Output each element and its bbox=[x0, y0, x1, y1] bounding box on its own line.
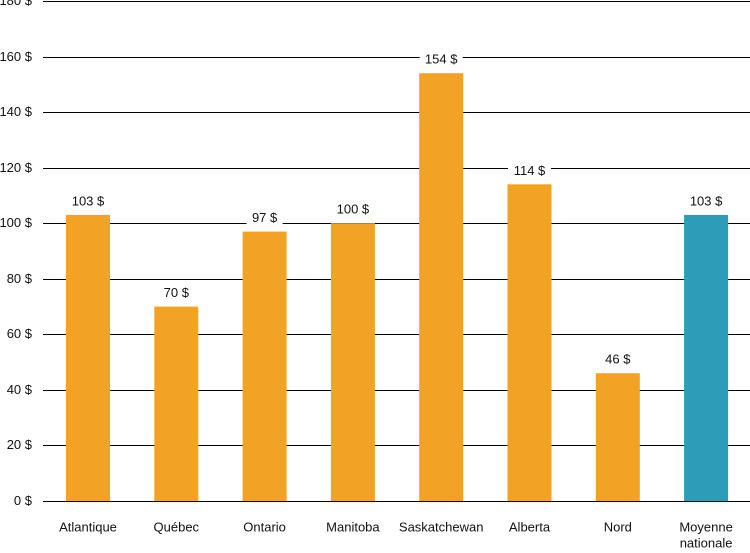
y-tick-label: 120 $ bbox=[0, 160, 33, 175]
value-label-background bbox=[158, 284, 195, 303]
bars bbox=[66, 73, 729, 502]
y-tick-label: 140 $ bbox=[0, 104, 33, 119]
value-label-background bbox=[66, 192, 110, 211]
bar-atlantique bbox=[66, 214, 110, 501]
category-label: Ontario bbox=[243, 519, 286, 534]
bar-value-label: 46 $ bbox=[605, 352, 631, 367]
category-label: Alberta bbox=[509, 519, 551, 534]
value-label-background bbox=[599, 351, 636, 370]
category-label: Manitoba bbox=[326, 519, 380, 534]
y-tick-label: 160 $ bbox=[0, 49, 33, 64]
bar-value-label: 103 $ bbox=[72, 193, 105, 208]
category-label: Québec bbox=[154, 519, 200, 534]
category-label: Moyenne bbox=[679, 519, 732, 534]
bar-value-label: 100 $ bbox=[337, 202, 370, 217]
value-label-background bbox=[331, 201, 375, 220]
bar-value-label: 154 $ bbox=[425, 52, 458, 67]
bar-québec bbox=[154, 306, 199, 501]
bar-value-label: 97 $ bbox=[252, 210, 278, 225]
bar-value-label: 103 $ bbox=[690, 193, 723, 208]
value-label-background bbox=[246, 209, 283, 228]
category-label: nationale bbox=[680, 535, 733, 550]
bar-nord bbox=[595, 373, 640, 501]
category-label: Atlantique bbox=[59, 519, 117, 534]
bar-value-label: 114 $ bbox=[514, 163, 546, 178]
value-label-background bbox=[419, 51, 463, 70]
value-label-background bbox=[684, 192, 728, 211]
category-label: Saskatchewan bbox=[399, 519, 484, 534]
bar-saskatchewan bbox=[419, 73, 464, 501]
bar-manitoba bbox=[330, 223, 375, 501]
y-tick-label: 80 $ bbox=[7, 271, 33, 286]
y-tick-label: 0 $ bbox=[14, 493, 33, 508]
y-tick-label: 60 $ bbox=[7, 326, 33, 341]
y-tick-label: 20 $ bbox=[7, 437, 33, 452]
bar-moyenne-nationale bbox=[684, 214, 729, 501]
y-axis-tick-labels: 0 $ 20 $ 40 $ 60 $ 80 $ 100 $ 120 $ 140 $ 160 $ 1… bbox=[0, 0, 33, 508]
x-axis-category-labels: Atlantique Québec Ontario Manitoba Saskatche… bbox=[59, 519, 733, 550]
y-tick-label: 100 $ bbox=[0, 215, 33, 230]
bar-alberta bbox=[507, 184, 552, 502]
y-tick-label: 40 $ bbox=[7, 382, 33, 397]
y-tick-label: 180 $ bbox=[0, 0, 33, 8]
category-label: Nord bbox=[604, 519, 632, 534]
bar-value-labels: 103 $ 70 $ 97 $ 100 $ 154 $ 114 $ 46 $ 103 $ bbox=[66, 51, 728, 370]
value-label-background bbox=[508, 162, 551, 181]
bar-ontario bbox=[242, 231, 287, 501]
gridlines bbox=[43, 1, 750, 502]
bar-value-label: 70 $ bbox=[164, 285, 190, 300]
